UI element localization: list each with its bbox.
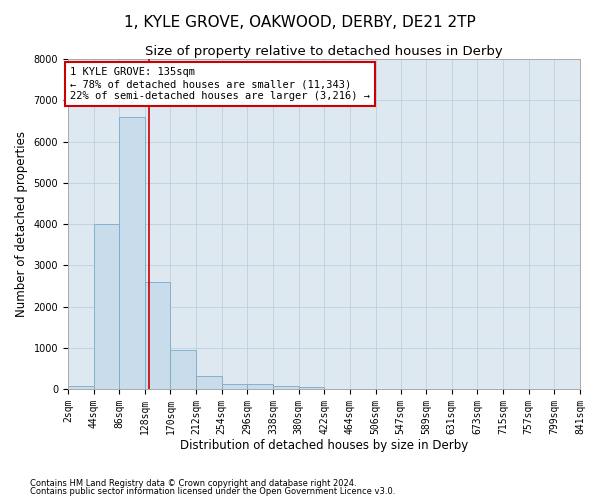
Bar xyxy=(222,384,247,389)
Bar xyxy=(299,386,324,389)
Bar xyxy=(119,117,145,389)
Text: 1, KYLE GROVE, OAKWOOD, DERBY, DE21 2TP: 1, KYLE GROVE, OAKWOOD, DERBY, DE21 2TP xyxy=(124,15,476,30)
Text: Contains HM Land Registry data © Crown copyright and database right 2024.: Contains HM Land Registry data © Crown c… xyxy=(30,478,356,488)
X-axis label: Distribution of detached houses by size in Derby: Distribution of detached houses by size … xyxy=(180,440,468,452)
Y-axis label: Number of detached properties: Number of detached properties xyxy=(15,131,28,317)
Bar xyxy=(247,384,273,389)
Bar xyxy=(94,224,119,389)
Bar xyxy=(273,386,299,389)
Bar xyxy=(145,282,170,389)
Title: Size of property relative to detached houses in Derby: Size of property relative to detached ho… xyxy=(145,45,503,58)
Text: Contains public sector information licensed under the Open Government Licence v3: Contains public sector information licen… xyxy=(30,487,395,496)
Bar xyxy=(196,376,222,389)
Bar xyxy=(68,386,94,389)
Bar xyxy=(170,350,196,389)
Text: 1 KYLE GROVE: 135sqm
← 78% of detached houses are smaller (11,343)
22% of semi-d: 1 KYLE GROVE: 135sqm ← 78% of detached h… xyxy=(70,68,370,100)
